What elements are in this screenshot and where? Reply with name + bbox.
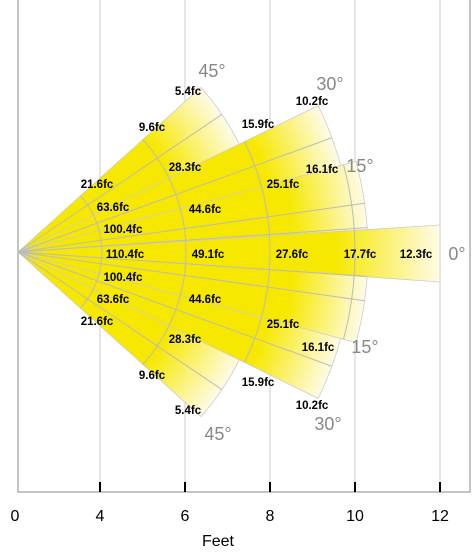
- footcandle-label: 100.4fc: [103, 272, 143, 284]
- angle-label: 15°: [346, 156, 373, 176]
- ray: [17, 251, 368, 277]
- angle-label: 30°: [314, 414, 341, 434]
- ray: [17, 202, 365, 253]
- ray: [17, 227, 368, 253]
- footcandle-label: 16.1fc: [302, 342, 335, 354]
- footcandle-label: 110.4fc: [106, 249, 145, 261]
- iso-arc: [142, 139, 187, 365]
- x-tick-label: 4: [96, 508, 105, 525]
- footcandle-label: 25.1fc: [267, 319, 300, 331]
- footcandle-label: 9.6fc: [139, 122, 166, 134]
- footcandle-label: 25.1fc: [267, 179, 300, 191]
- footcandle-label: 28.3fc: [169, 162, 202, 174]
- ray: [17, 251, 333, 367]
- angle-label: 45°: [198, 61, 225, 81]
- footcandle-label: 15.9fc: [242, 119, 275, 131]
- iso-arc: [80, 195, 103, 309]
- ray: [17, 137, 333, 253]
- footcandle-label: 63.6fc: [97, 202, 130, 214]
- angle-label: 45°: [204, 424, 231, 444]
- footcandle-label: 44.6fc: [189, 204, 222, 216]
- footcandle-label: 17.7fc: [344, 249, 377, 261]
- footcandle-label: 21.6fc: [81, 316, 114, 328]
- angle-label: 15°: [351, 337, 378, 357]
- footcandle-label: 63.6fc: [97, 294, 130, 306]
- x-tick-label: 10: [346, 508, 364, 525]
- angle-label: 30°: [316, 74, 343, 94]
- ray: [17, 114, 223, 253]
- footcandle-label: 10.2fc: [296, 96, 329, 108]
- footcandle-label: 44.6fc: [189, 294, 222, 306]
- footcandle-label: 10.2fc: [296, 400, 329, 412]
- footcandle-label: 5.4fc: [175, 405, 202, 417]
- x-tick-label: 6: [181, 508, 190, 525]
- x-tick-label: 0: [11, 508, 20, 525]
- footcandle-label: 27.6fc: [276, 249, 309, 261]
- angle-label: 0°: [448, 244, 465, 264]
- footcandle-label: 100.4fc: [103, 224, 143, 236]
- footcandle-label: 28.3fc: [169, 334, 202, 346]
- footcandle-label: 12.3fc: [400, 249, 433, 261]
- x-tick-label: 12: [431, 508, 449, 525]
- footcandle-label: 49.1fc: [192, 249, 225, 261]
- footcandle-label: 21.6fc: [81, 179, 114, 191]
- footcandle-label: 16.1fc: [306, 164, 339, 176]
- footcandle-label: 15.9fc: [242, 377, 275, 389]
- footcandle-label: 9.6fc: [139, 370, 166, 382]
- x-axis-label: Feet: [202, 533, 235, 550]
- ray: [17, 251, 223, 390]
- iso-arc: [244, 141, 271, 363]
- iso-arc: [343, 164, 356, 340]
- ray: [17, 251, 365, 302]
- footcandle-label: 5.4fc: [175, 86, 202, 98]
- x-tick-label: 8: [266, 508, 275, 525]
